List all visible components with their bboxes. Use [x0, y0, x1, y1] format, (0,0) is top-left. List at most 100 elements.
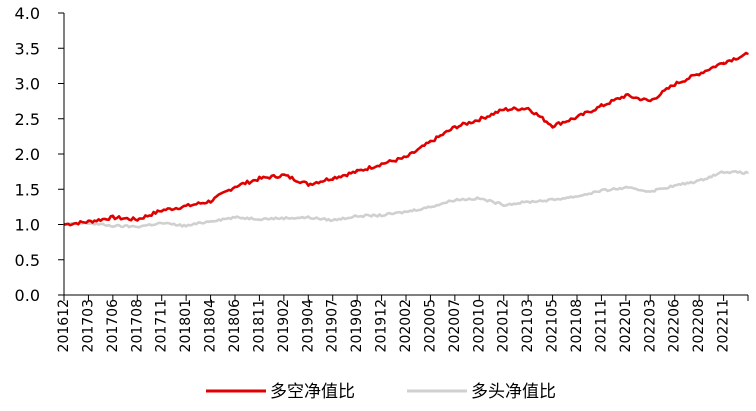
data-point [625, 94, 627, 97]
data-point [429, 141, 432, 143]
x-tick-label: 201806 [227, 299, 243, 353]
data-point [307, 183, 310, 186]
data-point [136, 225, 139, 228]
data-point [722, 170, 725, 173]
data-point [331, 177, 334, 179]
data-point [185, 225, 187, 227]
x-tick-label: 201811 [251, 299, 267, 352]
data-point [209, 200, 212, 203]
series-group [63, 51, 749, 229]
x-tick-label: 202211 [716, 299, 732, 352]
x-tick-label: 201708 [129, 299, 145, 352]
data-point [478, 118, 481, 121]
data-point [747, 53, 749, 55]
data-point [454, 199, 456, 201]
x-tick-label: 201912 [374, 299, 390, 352]
data-point [698, 179, 700, 182]
data-point [380, 214, 383, 217]
x-tick-label: 201706 [105, 299, 121, 353]
axes [63, 13, 748, 296]
y-tick-label: 3.5 [15, 39, 40, 58]
data-point [356, 215, 358, 217]
data-point [356, 170, 358, 173]
data-point [527, 107, 529, 109]
data-point [600, 189, 603, 192]
data-point [160, 209, 163, 212]
y-tick-label: 1.5 [15, 180, 40, 199]
data-point [405, 211, 407, 213]
x-tick-label: 202203 [642, 299, 658, 352]
y-tick-label: 3.0 [15, 75, 40, 94]
data-point [160, 222, 163, 224]
x-tick-label: 201703 [80, 299, 96, 352]
data-point [283, 217, 285, 219]
data-point [551, 125, 554, 127]
data-point [331, 219, 334, 222]
data-point [673, 184, 676, 187]
legend: 多空净值比 多头净值比 [206, 382, 556, 402]
x-tick-label: 202002 [398, 299, 414, 352]
data-point [112, 216, 114, 219]
data-point [234, 185, 236, 188]
data-point [576, 116, 578, 119]
x-tick-label: 202208 [691, 299, 707, 352]
x-tick-label: 202201 [618, 299, 634, 352]
y-tick-label: 2.0 [15, 145, 40, 164]
data-point [454, 126, 456, 129]
data-point [136, 218, 139, 221]
data-point [502, 203, 505, 206]
data-point [185, 205, 187, 207]
data-point [429, 206, 432, 208]
x-tick-label: 202010 [471, 299, 487, 352]
data-point [307, 216, 310, 219]
data-point [649, 100, 652, 102]
x-tick-label: 202108 [569, 299, 585, 352]
series-line-1 [63, 170, 749, 229]
data-point [87, 220, 90, 223]
data-point [649, 190, 652, 193]
y-tick-label: 1.0 [15, 216, 40, 235]
x-tick-label: 201612 [56, 299, 72, 352]
y-tick-label: 4.0 [15, 4, 40, 23]
x-tick-label: 201904 [300, 299, 316, 353]
data-point [527, 201, 529, 203]
data-point [112, 225, 114, 227]
data-point [673, 83, 676, 86]
data-point [258, 177, 261, 180]
data-point [600, 105, 603, 107]
x-tick-label: 201711 [154, 299, 170, 352]
legend-label-1: 多头净值比 [471, 382, 556, 402]
x-tick-label: 202012 [496, 299, 512, 352]
x-tick-label: 201907 [325, 299, 341, 352]
data-point [722, 61, 725, 64]
y-tick-label: 0.0 [15, 286, 40, 305]
legend-label-0: 多空净值比 [270, 382, 355, 402]
y-axis: 0.0 0.5 1.0 1.5 2.0 2.5 3.0 3.5 4.0 [15, 4, 64, 305]
x-tick-label: 201801 [178, 299, 194, 352]
x-axis: 201612 201703 201706 201708 201711 201801 2018… [56, 295, 749, 353]
x-tick-label: 201909 [349, 299, 365, 352]
x-tick-label: 202007 [447, 299, 463, 352]
x-tick-label: 202105 [545, 299, 561, 352]
data-point [209, 220, 212, 222]
data-point [478, 197, 481, 200]
data-point [502, 108, 505, 111]
x-tick-label: 202111 [593, 299, 609, 352]
data-point [380, 163, 383, 165]
data-point [747, 172, 749, 174]
data-point [234, 216, 236, 219]
x-tick-label: 202103 [520, 299, 536, 352]
series-line-0 [63, 51, 749, 227]
data-point [576, 195, 578, 198]
data-point [283, 174, 285, 176]
data-point [551, 199, 554, 201]
data-point [258, 218, 261, 220]
x-tick-label: 202206 [667, 299, 683, 353]
data-point [405, 156, 407, 159]
x-tick-label: 202005 [422, 299, 438, 352]
data-point [625, 187, 627, 189]
y-tick-label: 0.5 [15, 251, 40, 270]
data-point [698, 72, 700, 75]
y-tick-label: 2.5 [15, 110, 40, 129]
